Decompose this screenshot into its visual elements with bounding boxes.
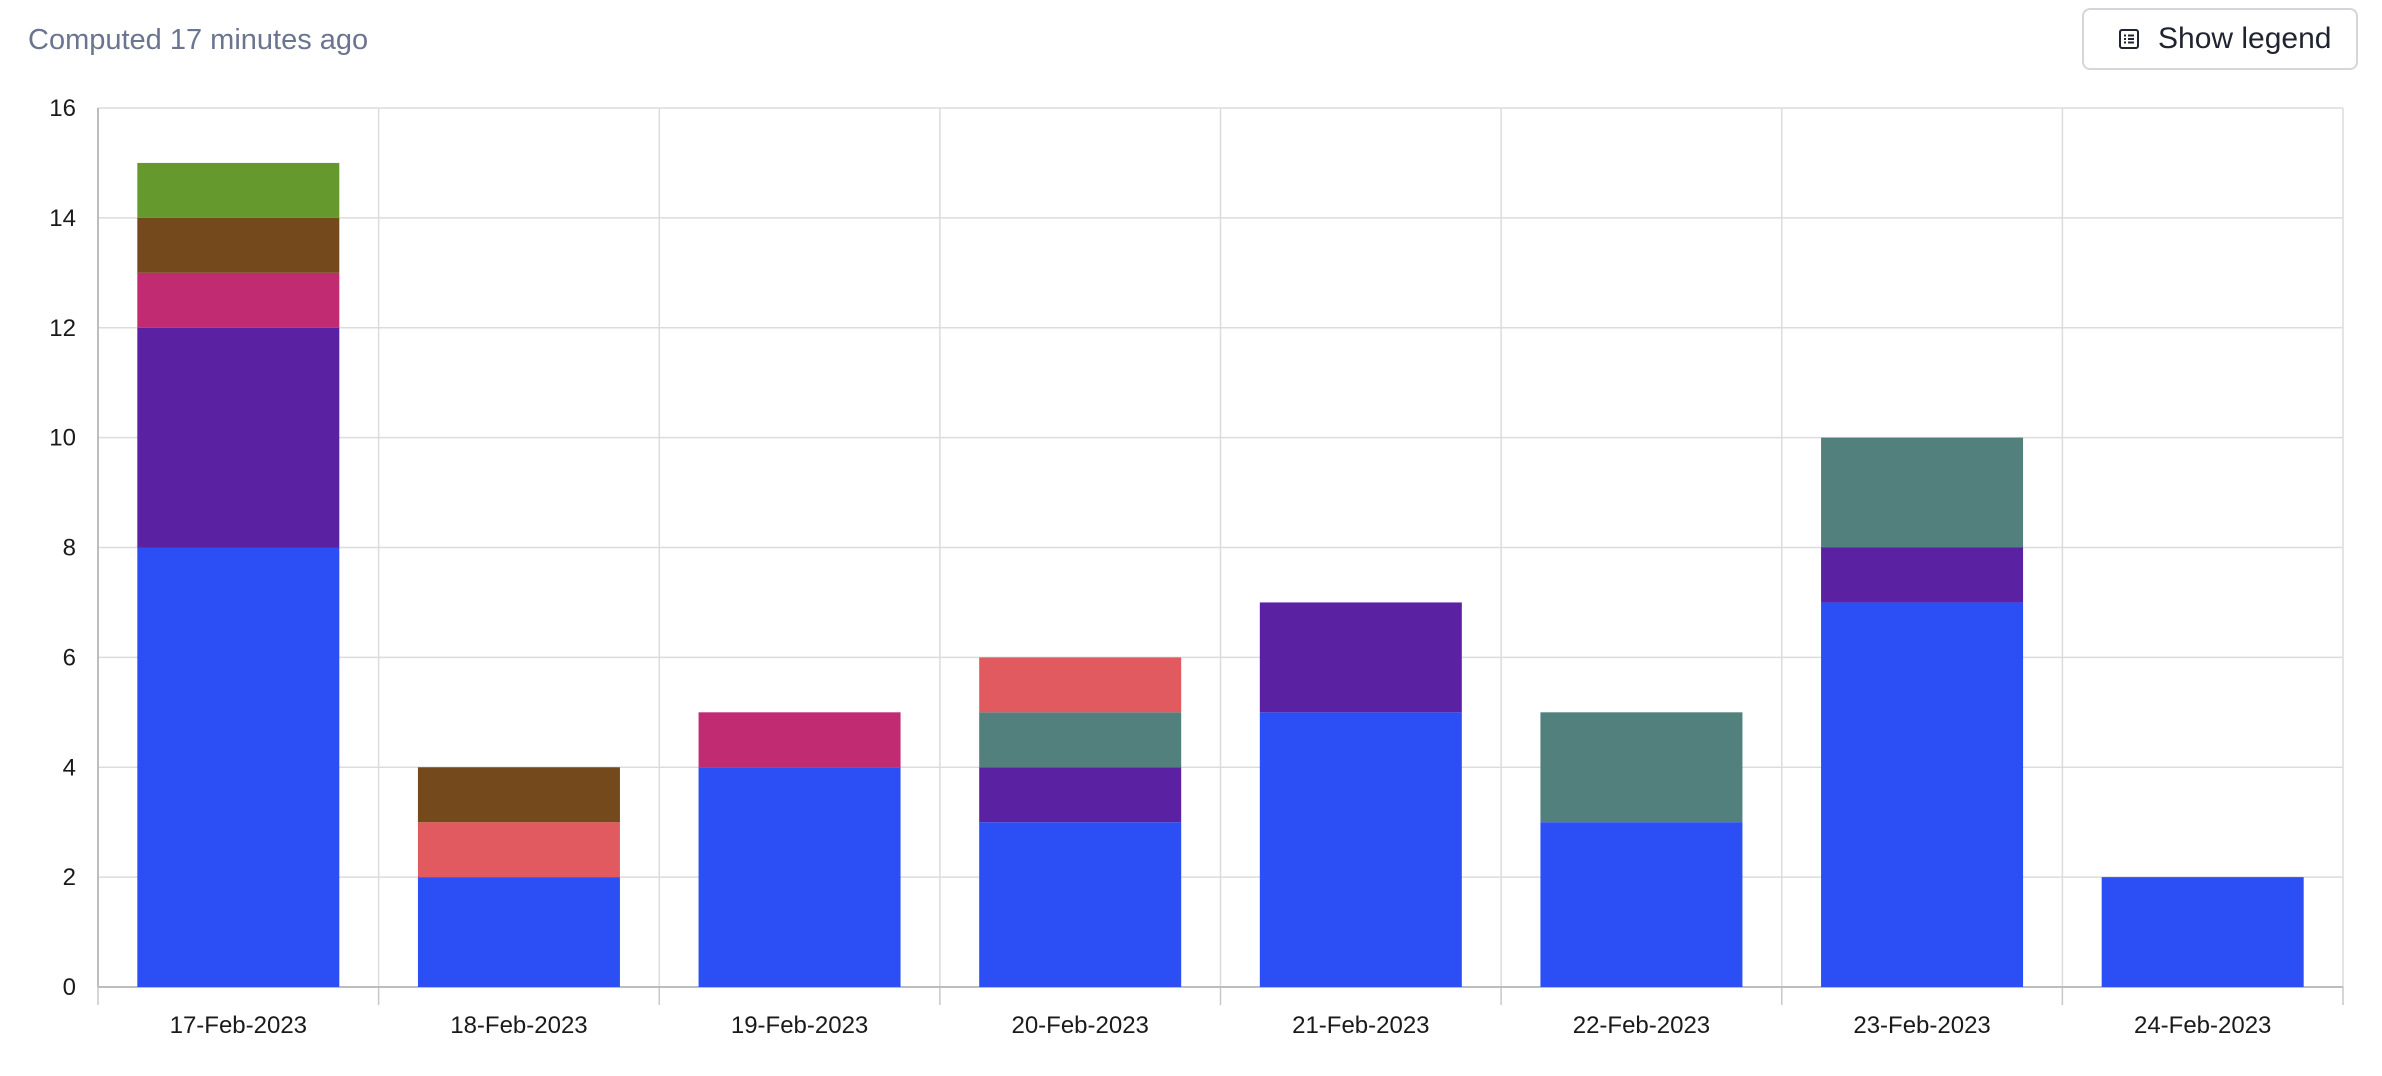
- bar-segment: [979, 712, 1182, 768]
- y-tick-label: 14: [49, 205, 76, 232]
- bar-segment: [1259, 602, 1462, 713]
- bar-segment: [137, 217, 340, 273]
- bar-segment: [137, 162, 340, 218]
- x-tick-label: 20-Feb-2023: [1011, 1012, 1148, 1039]
- y-tick-label: 2: [63, 864, 76, 891]
- x-tick-label: 23-Feb-2023: [1853, 1012, 1990, 1039]
- list-icon: [2119, 29, 2139, 49]
- x-tick-label: 18-Feb-2023: [450, 1012, 587, 1039]
- y-tick-label: 10: [49, 425, 76, 452]
- bar-segment: [698, 712, 901, 768]
- bar-segment: [1259, 712, 1462, 987]
- bar-segment: [417, 822, 620, 878]
- y-tick-label: 0: [63, 974, 76, 1001]
- bar-segment: [1821, 602, 2024, 987]
- bar-segment: [1540, 712, 1743, 823]
- x-tick-label: 19-Feb-2023: [731, 1012, 868, 1039]
- x-tick-label: 24-Feb-2023: [2134, 1012, 2271, 1039]
- y-tick-label: 4: [63, 754, 76, 781]
- bar-segment: [1821, 547, 2024, 603]
- bar-segment: [698, 767, 901, 987]
- bar-segment: [1540, 822, 1743, 987]
- x-tick-label: 21-Feb-2023: [1292, 1012, 1429, 1039]
- bar-segment: [2101, 877, 2304, 987]
- bar-segment: [137, 547, 340, 987]
- bar-segment: [979, 767, 1182, 823]
- show-legend-label: Show legend: [2158, 22, 2332, 55]
- y-tick-label: 6: [63, 644, 76, 671]
- bar-segment: [137, 327, 340, 548]
- x-tick-label: 22-Feb-2023: [1573, 1012, 1710, 1039]
- x-tick-label: 17-Feb-2023: [170, 1012, 307, 1039]
- bar-segment: [137, 272, 340, 328]
- show-legend-button[interactable]: Show legend: [2082, 8, 2358, 70]
- y-tick-label: 16: [49, 95, 76, 122]
- computed-timestamp: Computed 17 minutes ago: [28, 24, 369, 56]
- bar-segment: [979, 822, 1182, 987]
- bar-segment: [417, 877, 620, 987]
- bar-segment: [1821, 437, 2024, 548]
- y-tick-label: 8: [63, 535, 76, 562]
- y-tick-label: 12: [49, 315, 76, 342]
- bar-segment: [979, 657, 1182, 713]
- bar-segment: [417, 767, 620, 823]
